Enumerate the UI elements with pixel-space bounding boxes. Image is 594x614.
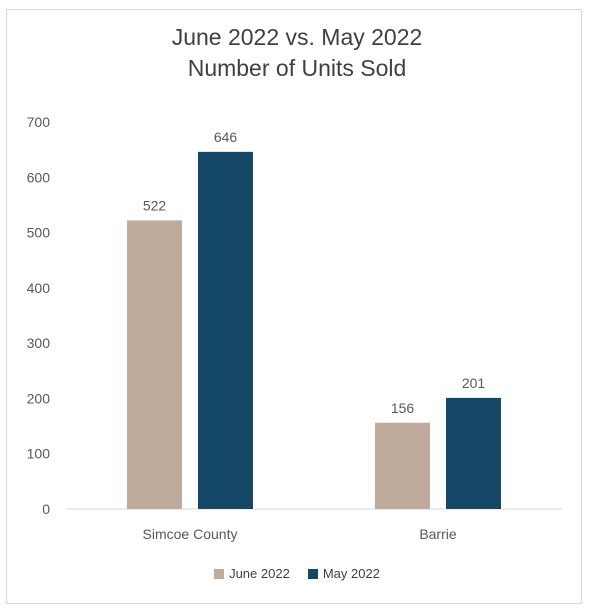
x-tick-label: Barrie <box>419 526 457 542</box>
bar-june-2022-simcoe-county <box>127 220 182 509</box>
y-tick-label: 300 <box>27 335 51 351</box>
bar-june-2022-barrie <box>375 422 430 509</box>
bar-may-2022-simcoe-county <box>198 151 253 509</box>
y-tick-label: 700 <box>27 114 51 130</box>
data-label: 646 <box>214 129 238 145</box>
data-label: 522 <box>143 197 167 213</box>
chart-title-line-2: Number of Units Sold <box>187 55 407 81</box>
y-tick-label: 400 <box>27 280 51 296</box>
legend-item-may-2022: May 2022 <box>307 566 380 581</box>
y-tick-label: 600 <box>27 169 51 185</box>
bar-may-2022-barrie <box>446 397 501 509</box>
y-tick-label: 200 <box>27 390 51 406</box>
y-tick-label: 100 <box>27 446 51 462</box>
data-label: 201 <box>462 375 486 391</box>
legend-label-june-2022: June 2022 <box>229 566 290 581</box>
chart-title-line-1: June 2022 vs. May 2022 <box>171 24 423 50</box>
legend-swatch-may-2022 <box>307 568 318 579</box>
x-tick-label: Simcoe County <box>143 526 238 542</box>
chart-title: June 2022 vs. May 2022 Number of Units S… <box>0 22 594 84</box>
legend-swatch-june-2022 <box>214 568 225 579</box>
legend-label-may-2022: May 2022 <box>322 566 380 581</box>
y-tick-label: 500 <box>27 225 51 241</box>
legend-item-june-2022: June 2022 <box>214 566 290 581</box>
y-tick-label: 0 <box>42 501 50 517</box>
chart-legend: June 2022 May 2022 <box>0 566 594 581</box>
data-label: 156 <box>391 400 415 416</box>
